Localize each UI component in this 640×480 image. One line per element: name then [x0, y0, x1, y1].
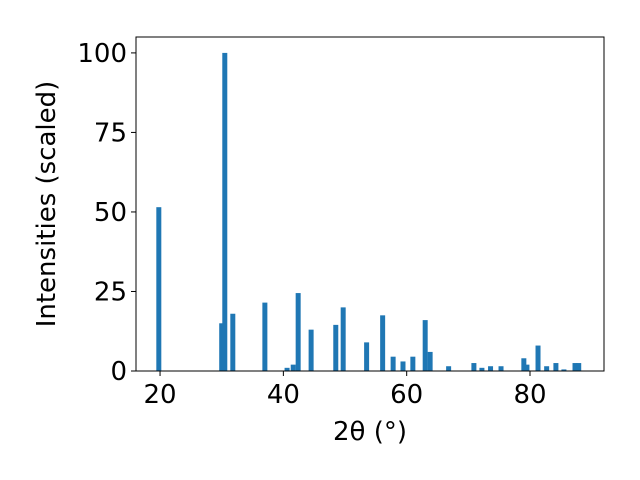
bar [222, 52, 228, 372]
x-tick-label: 60 [390, 380, 423, 410]
bar [219, 323, 225, 371]
y-tick-label: 0 [110, 357, 127, 387]
y-axis-label: Intensities (scaled) [32, 81, 62, 328]
bar [156, 207, 162, 371]
bar [390, 356, 396, 371]
plot-frame [135, 36, 605, 372]
x-tick-label: 80 [513, 380, 546, 410]
bar [340, 307, 346, 371]
bar [553, 363, 559, 371]
y-tick-label: 100 [77, 39, 127, 69]
bar [488, 366, 494, 371]
bar [380, 315, 386, 371]
bar [479, 367, 485, 371]
bar [576, 363, 582, 371]
bar [471, 363, 477, 371]
bar [284, 367, 290, 371]
bar [561, 369, 567, 371]
y-tick-label: 75 [94, 118, 127, 148]
bar [290, 364, 296, 371]
bar [544, 366, 550, 371]
bar [410, 356, 416, 371]
bar [333, 324, 339, 371]
y-tick-label: 50 [94, 198, 127, 228]
bar [308, 329, 314, 371]
bar [364, 342, 370, 371]
bar [535, 345, 541, 371]
x-tick-label: 20 [144, 380, 177, 410]
bar [295, 293, 301, 371]
bar [230, 313, 236, 371]
bar [524, 364, 530, 371]
bar [498, 366, 504, 371]
y-tick-label: 25 [94, 277, 127, 307]
bar [427, 351, 433, 371]
x-tick-label: 40 [267, 380, 300, 410]
x-axis-label: 2θ (°) [333, 417, 407, 447]
bar [446, 366, 452, 371]
bar [422, 320, 428, 371]
bar [262, 302, 268, 371]
bar [572, 363, 578, 371]
bar [400, 361, 406, 371]
bar [521, 358, 527, 371]
